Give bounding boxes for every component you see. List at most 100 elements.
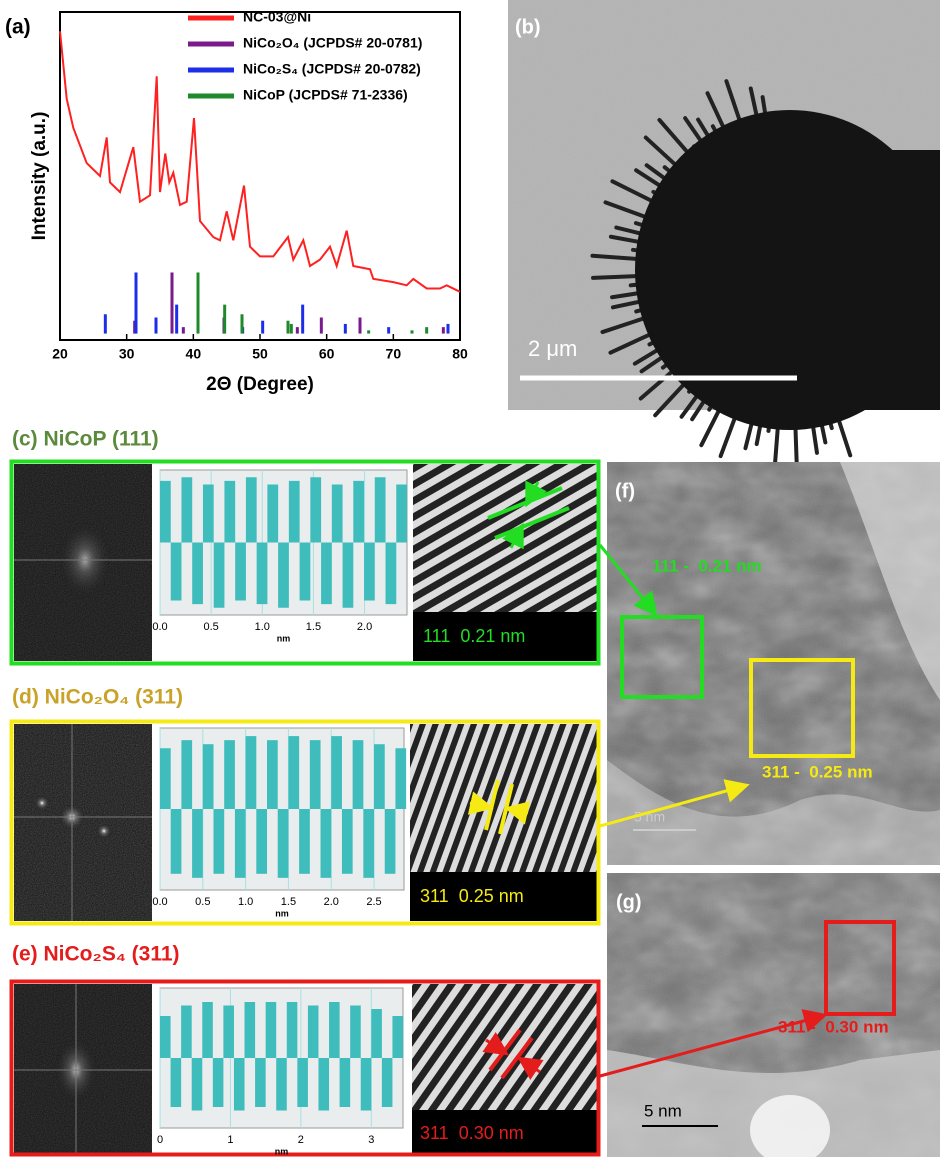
- profile-bar: [224, 481, 235, 543]
- profile-bar: [364, 543, 375, 601]
- tem-image-b: (b) 2 μm: [508, 0, 940, 469]
- profile-bar: [396, 485, 407, 543]
- scale-label: 5 nm: [644, 1101, 682, 1120]
- profile-bar: [171, 1058, 182, 1107]
- x-tick-label: 3: [368, 1134, 374, 1146]
- profile-bar: [308, 1006, 319, 1059]
- profile-bar: [371, 1009, 382, 1058]
- fringe-label: 311 0.30 nm: [420, 1123, 524, 1143]
- profile-bar: [300, 543, 311, 601]
- profile-bar: [160, 1016, 171, 1058]
- profile-bar: [297, 1058, 308, 1107]
- profile-bar: [318, 1058, 329, 1111]
- profile-bar: [386, 543, 397, 605]
- x-axis-label: nm: [275, 1146, 289, 1156]
- profile-bar: [246, 736, 257, 809]
- panel-label: (b): [515, 16, 541, 38]
- profile-bar: [223, 1006, 234, 1059]
- x-tick-label: 0.0: [152, 896, 167, 908]
- x-tick-label: 70: [386, 346, 402, 362]
- x-tick-label: 60: [319, 346, 335, 362]
- profile-bar: [350, 1006, 361, 1059]
- x-tick-label: 80: [452, 346, 468, 362]
- profile-bar: [382, 1058, 393, 1107]
- profile-bar: [192, 1058, 203, 1111]
- legend-label: NC-03@Ni: [243, 9, 311, 25]
- profile-bar: [171, 543, 182, 601]
- profile-bar: [234, 1058, 245, 1111]
- profile-bar: [181, 1006, 192, 1059]
- profile-bar: [395, 748, 406, 809]
- x-axis-label: nm: [275, 908, 289, 918]
- profile-bar: [266, 1002, 277, 1058]
- panel-label: (a): [5, 16, 31, 39]
- annotation: 311 - 0.25 nm: [762, 762, 873, 781]
- figure: (b) 2 μm (c) NiCoP (111) 111 0.21 nm (d)…: [0, 0, 940, 1157]
- profile-bar: [361, 1058, 372, 1111]
- profile-bar: [245, 1002, 256, 1058]
- profile-bar: [214, 543, 225, 608]
- profile-bar: [203, 485, 214, 543]
- profile-bar: [392, 1016, 403, 1058]
- profile-bar: [363, 809, 374, 878]
- profile-bar: [278, 809, 289, 878]
- profile-bar: [342, 809, 353, 874]
- profile-bar: [235, 809, 246, 878]
- x-tick-label: 1.0: [255, 621, 270, 633]
- profile-bar: [192, 809, 203, 878]
- profile-bar: [202, 1002, 213, 1058]
- panel-title: (c) NiCoP (111): [12, 428, 159, 451]
- hrtem-image-f: (f) 111 - 0.21 nm 311 - 0.25 nm 5 nm: [607, 462, 940, 865]
- hrtem-image-g: (g) 311 - 0.30 nm 5 nm: [607, 873, 940, 1157]
- profile-bar: [343, 543, 354, 608]
- profile-bar: [235, 543, 246, 601]
- profile-bar: [256, 809, 267, 874]
- fringe-label: 311 0.25 nm: [420, 886, 524, 906]
- profile-bar: [288, 736, 299, 809]
- x-tick-label: 0.0: [152, 621, 167, 633]
- x-tick-label: 50: [252, 346, 268, 362]
- panel-label: (g): [616, 891, 642, 913]
- profile-bar: [278, 543, 289, 608]
- profile-bar: [299, 809, 310, 874]
- profile-bar: [340, 1058, 351, 1107]
- x-tick-label: 2.5: [366, 896, 381, 908]
- x-tick-label: 0.5: [195, 896, 210, 908]
- profile-bar: [289, 481, 300, 543]
- profile-bar: [353, 740, 364, 809]
- profile-bar: [310, 477, 321, 542]
- x-tick-label: 1.5: [306, 621, 321, 633]
- profile-bar: [353, 481, 364, 543]
- profile-bar: [321, 543, 332, 605]
- x-tick-label: 40: [186, 346, 202, 362]
- profile-bar: [181, 740, 192, 809]
- legend-label: NiCo₂O₄ (JCPDS# 20-0781): [243, 35, 422, 51]
- x-tick-label: 30: [119, 346, 135, 362]
- legend-label: NiCoP (JCPDS# 71-2336): [243, 87, 408, 103]
- annotation: 111 - 0.21 nm: [652, 556, 762, 575]
- x-axis-label: 2Θ (Degree): [206, 374, 314, 395]
- profile-bar: [214, 809, 225, 874]
- profile-bar: [160, 748, 171, 809]
- x-tick-label: 2.0: [324, 896, 339, 908]
- x-tick-label: 0: [157, 1134, 163, 1146]
- panel-title: (d) NiCo₂O₄ (311): [12, 686, 183, 709]
- x-tick-label: 0.5: [203, 621, 218, 633]
- y-axis-label: Intensity (a.u.): [29, 112, 50, 241]
- x-tick-label: 1.0: [238, 896, 253, 908]
- x-tick-label: 1: [227, 1134, 233, 1146]
- profile-bar: [267, 740, 278, 809]
- profile-bar: [331, 736, 342, 809]
- profile-bar: [181, 477, 192, 542]
- profile-bar: [246, 477, 257, 542]
- scale-label: 2 μm: [528, 336, 577, 361]
- profile-bar: [321, 809, 332, 878]
- profile-bar: [267, 485, 278, 543]
- profile-bar: [375, 477, 386, 542]
- profile-bar: [213, 1058, 224, 1107]
- x-tick-label: 1.5: [281, 896, 296, 908]
- profile-bar: [203, 744, 214, 809]
- profile-bar: [329, 1002, 340, 1058]
- x-axis-label: nm: [277, 633, 291, 643]
- x-tick-label: 2: [298, 1134, 304, 1146]
